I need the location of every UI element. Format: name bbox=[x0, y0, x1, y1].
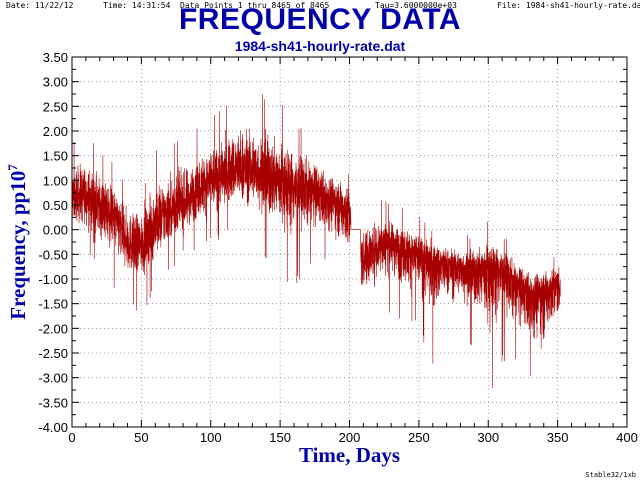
x-tick-label: 350 bbox=[547, 430, 569, 445]
footer-credit: Stable32/1xb bbox=[585, 471, 636, 479]
y-axis-label-exponent: 7 bbox=[5, 164, 20, 171]
y-tick-label: -2.50 bbox=[38, 346, 68, 361]
y-tick-label: 3.50 bbox=[43, 50, 68, 65]
header-time: Time: 14:31:54 bbox=[103, 1, 171, 10]
axis-ticks: 3.50 3.00 2.50 2.00 1.50 1.00 0.50 0.00 -0.50 -1.… bbox=[38, 50, 637, 445]
x-tick-label: 150 bbox=[269, 430, 291, 445]
x-tick-label: 0 bbox=[68, 430, 75, 445]
y-tick-label: 2.00 bbox=[43, 124, 68, 139]
x-tick-label: 250 bbox=[408, 430, 430, 445]
y-tick-label: 1.00 bbox=[43, 173, 68, 188]
y-tick-label: -2.00 bbox=[38, 321, 68, 336]
header-date: Date: 11/22/12 bbox=[6, 1, 74, 10]
y-tick-label: 1.50 bbox=[43, 149, 68, 164]
header-data-points: Data Points 1 thru 8465 of 8465 bbox=[180, 1, 330, 10]
y-tick-label: -1.50 bbox=[38, 297, 68, 312]
y-tick-label: -0.50 bbox=[38, 247, 68, 262]
x-axis-label: Time, Days bbox=[299, 443, 400, 467]
x-tick-label: 50 bbox=[134, 430, 148, 445]
x-tick-label: 200 bbox=[339, 430, 361, 445]
y-tick-label: -3.00 bbox=[38, 371, 68, 386]
y-tick-label: -3.50 bbox=[38, 395, 68, 410]
series-frequency-trace bbox=[71, 94, 561, 389]
y-axis-label-main: Frequency, pp10 bbox=[6, 171, 30, 320]
y-tick-label: 0.00 bbox=[43, 223, 68, 238]
x-tick-label: 400 bbox=[616, 430, 638, 445]
series-frequency bbox=[71, 94, 561, 389]
y-tick-label: 2.50 bbox=[43, 99, 68, 114]
y-tick-label: 3.00 bbox=[43, 75, 68, 90]
x-tick-label: 100 bbox=[200, 430, 222, 445]
header-tau: Tau=3.6000000e+03 bbox=[375, 1, 457, 10]
y-tick-label: -4.00 bbox=[38, 420, 68, 435]
chart-title: FREQUENCY DATA bbox=[178, 3, 461, 36]
y-tick-label: -1.00 bbox=[38, 272, 68, 287]
grid bbox=[71, 56, 628, 428]
y-axis-label: Frequency, pp107 bbox=[5, 164, 30, 320]
chart-subtitle: 1984-sh41-hourly-rate.dat bbox=[234, 38, 406, 54]
header-file: File: 1984-sh41-hourly-rate.dat bbox=[497, 1, 640, 10]
y-tick-label: 0.50 bbox=[43, 198, 68, 213]
x-tick-label: 300 bbox=[477, 430, 499, 445]
